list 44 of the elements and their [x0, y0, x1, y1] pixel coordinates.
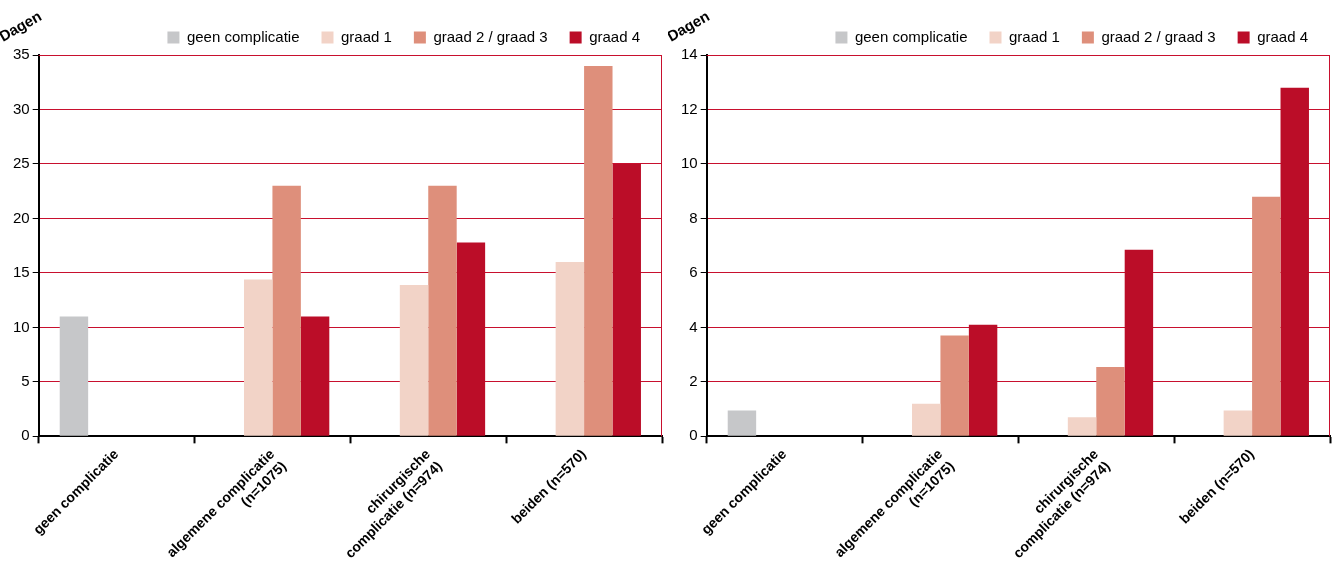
- bar: [1223, 410, 1253, 436]
- bar: [272, 185, 301, 436]
- bar: [555, 262, 585, 436]
- y-tick-label: 20: [13, 208, 30, 226]
- y-tick-label: 15: [13, 263, 30, 281]
- bar: [1124, 249, 1154, 436]
- y-tick-label: 25: [13, 154, 30, 172]
- y-tick-label: 2: [689, 372, 698, 390]
- bar: [300, 316, 330, 436]
- y-tick-label: 12: [681, 99, 698, 117]
- y-tick-label: 5: [21, 372, 30, 390]
- legend-label: graad 2 / graad 3: [1101, 27, 1216, 45]
- legend-label: geen complicatie: [854, 27, 968, 45]
- bar: [456, 242, 486, 436]
- legend-label: geen complicatie: [186, 27, 300, 45]
- bar: [727, 410, 757, 436]
- y-tick-label: 14: [681, 45, 698, 63]
- bar: [1280, 87, 1309, 436]
- legend-label: graad 2 / graad 3: [433, 27, 548, 45]
- bar: [243, 279, 273, 436]
- y-tick-label: 10: [13, 317, 30, 335]
- y-tick-label: 0: [689, 426, 698, 444]
- bar: [1252, 196, 1281, 436]
- bar: [940, 335, 969, 436]
- legend-label: graad 4: [589, 27, 640, 45]
- legend-label: graad 1: [341, 27, 392, 45]
- bar: [1096, 366, 1125, 436]
- bar: [968, 324, 998, 436]
- bar: [59, 316, 89, 436]
- bar: [1067, 417, 1097, 436]
- bar: [584, 65, 613, 436]
- y-tick-label: 35: [13, 45, 30, 63]
- bar: [428, 185, 457, 436]
- legend-label: graad 4: [1257, 27, 1308, 45]
- y-tick-label: 4: [689, 317, 698, 335]
- y-tick-label: 30: [13, 99, 30, 117]
- legend-label: graad 1: [1009, 27, 1060, 45]
- y-tick-label: 6: [689, 263, 698, 281]
- y-tick-label: 10: [681, 154, 698, 172]
- y-tick-label: 8: [689, 208, 698, 226]
- y-tick-label: 0: [21, 426, 30, 444]
- bar: [911, 403, 941, 436]
- bar: [399, 284, 429, 436]
- bar: [612, 163, 641, 436]
